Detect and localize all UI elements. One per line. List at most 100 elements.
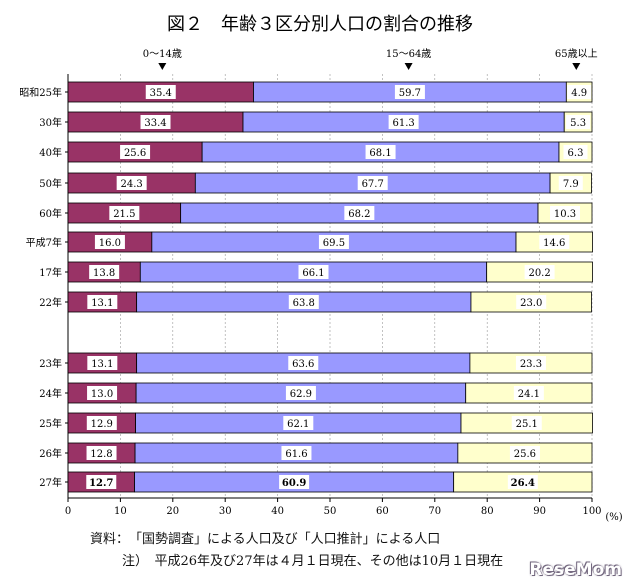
value-label: 63.6 (292, 359, 314, 370)
value-label: 68.2 (348, 209, 370, 220)
value-label-box (281, 446, 312, 460)
value-label-box (279, 475, 310, 489)
value-label-box (288, 356, 319, 370)
value-label-box (86, 416, 117, 430)
value-label-box (365, 145, 396, 159)
x-tick-label: 20 (166, 506, 179, 517)
value-label-box (288, 295, 319, 309)
value-label: 6.3 (568, 148, 584, 159)
x-tick-label: 60 (376, 506, 389, 517)
value-label: 13.1 (91, 298, 113, 309)
value-label: 63.8 (293, 298, 315, 309)
value-label-box (507, 475, 538, 489)
value-label: 25.6 (124, 148, 146, 159)
value-label: 7.9 (563, 179, 579, 190)
x-tick-label: 30 (219, 506, 232, 517)
value-label-box (394, 85, 425, 99)
x-unit-label: (%) (605, 512, 622, 523)
x-tick-label: 100 (582, 506, 601, 517)
category-label: 50年 (39, 177, 62, 190)
value-label-box (524, 265, 555, 279)
value-label: 16.0 (99, 238, 121, 249)
value-label: 24.1 (518, 389, 540, 400)
value-label-box (566, 115, 591, 129)
value-label: 13.1 (91, 359, 113, 370)
value-label: 5.3 (570, 118, 586, 129)
value-label: 61.6 (285, 449, 307, 460)
value-label-box (120, 145, 151, 159)
source-note: 資料： 「国勢調査」による人口及び「人口推計」による人口 (90, 532, 441, 547)
value-label: 24.3 (121, 179, 143, 190)
category-label: 昭和25年 (19, 86, 62, 99)
value-label: 4.9 (571, 88, 587, 99)
value-label: 25.1 (516, 419, 538, 430)
value-label: 25.6 (514, 449, 536, 460)
category-label: 27年 (39, 476, 62, 489)
value-label-box (145, 85, 176, 99)
value-label-box (86, 475, 117, 489)
value-label: 23.3 (520, 359, 542, 370)
value-label-box (515, 356, 546, 370)
value-label: 62.1 (287, 419, 309, 430)
value-label-box (513, 386, 544, 400)
value-label-box (87, 386, 118, 400)
value-label: 69.5 (323, 238, 345, 249)
value-label: 13.8 (93, 268, 115, 279)
value-label: 67.7 (362, 179, 384, 190)
value-label-box (511, 416, 542, 430)
value-label-box (563, 145, 588, 159)
category-label: 平成7年 (26, 236, 62, 249)
value-label: 61.3 (392, 118, 414, 129)
value-label: 20.2 (528, 268, 550, 279)
value-label-box (516, 295, 547, 309)
value-label: 12.7 (89, 478, 113, 489)
value-label-box (567, 85, 592, 99)
value-label-box (109, 206, 140, 220)
category-label: 30年 (39, 116, 62, 129)
value-label-box (318, 235, 349, 249)
value-label: 33.4 (144, 118, 166, 129)
x-tick-label: 0 (65, 506, 71, 517)
value-label: 62.9 (290, 389, 312, 400)
x-tick-label: 90 (533, 506, 546, 517)
value-label-box (558, 176, 583, 190)
category-label: 17年 (39, 266, 62, 279)
category-label: 23年 (39, 357, 62, 370)
value-label: 59.7 (399, 88, 421, 99)
value-label: 10.3 (554, 209, 576, 220)
category-label: 22年 (39, 296, 62, 309)
legend-marker-icon (404, 63, 413, 70)
legend-label: 0～14歳 (143, 48, 182, 60)
value-label-box (89, 265, 120, 279)
footnote: 注） 平成26年及び27年は４月１日現在、その他は10月１日現在 (122, 554, 504, 569)
x-tick-label: 70 (428, 506, 441, 517)
value-label-box (357, 176, 388, 190)
value-label: 66.1 (302, 268, 324, 279)
x-tick-label: 80 (481, 506, 494, 517)
value-label: 14.6 (543, 238, 565, 249)
category-label: 25年 (39, 417, 62, 430)
legend-marker-icon (158, 63, 167, 70)
value-label-box (550, 206, 581, 220)
value-label: 35.4 (150, 88, 172, 99)
value-label: 23.0 (520, 298, 542, 309)
value-label-box (509, 446, 540, 460)
value-label-box (344, 206, 375, 220)
value-label-box (539, 235, 570, 249)
value-label-box (298, 265, 329, 279)
category-label: 26年 (39, 447, 62, 460)
value-label-box (285, 386, 316, 400)
value-label: 26.4 (511, 478, 535, 489)
value-label: 12.8 (90, 449, 112, 460)
value-label-box (87, 356, 118, 370)
value-label-box (116, 176, 147, 190)
value-label-box (86, 446, 117, 460)
legend-label: 15～64歳 (386, 48, 431, 60)
value-label-box (283, 416, 314, 430)
legend-label: 65歳以上 (555, 48, 598, 60)
category-label: 60年 (39, 207, 62, 220)
value-label-box (388, 115, 419, 129)
value-label: 12.9 (91, 419, 113, 430)
